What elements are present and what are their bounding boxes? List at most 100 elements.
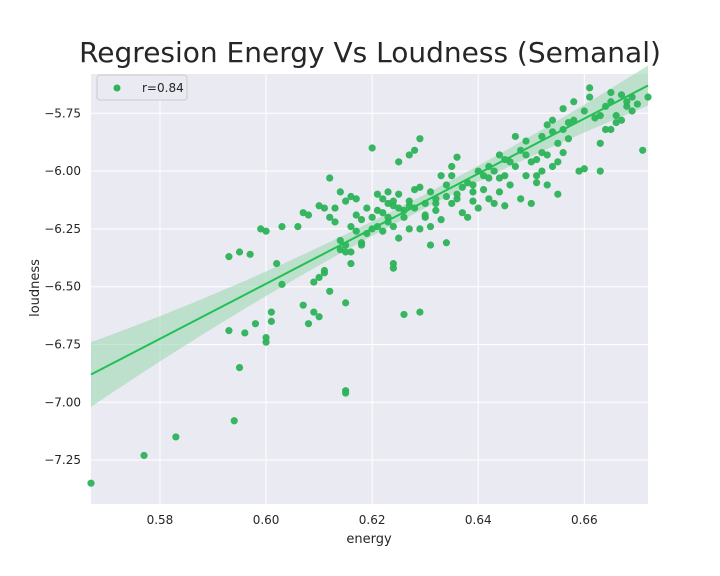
data-point — [331, 204, 339, 212]
data-point — [389, 222, 397, 231]
data-point — [633, 100, 641, 108]
data-point — [596, 112, 604, 120]
data-point — [352, 227, 360, 235]
data-point — [533, 179, 541, 187]
data-point — [596, 167, 604, 175]
data-point — [416, 135, 424, 143]
data-point — [395, 234, 403, 242]
data-point — [644, 93, 652, 101]
data-point — [267, 317, 275, 325]
data-point — [596, 139, 604, 147]
data-point — [267, 308, 275, 316]
data-point — [442, 181, 451, 189]
data-point — [474, 204, 482, 212]
data-point — [612, 112, 620, 120]
data-point — [469, 181, 477, 189]
data-point — [437, 216, 445, 224]
data-point — [294, 222, 302, 231]
data-point — [554, 139, 562, 147]
data-point — [437, 172, 445, 180]
data-point — [400, 310, 408, 319]
data-point — [501, 202, 509, 210]
x-tick-labels: 0.58 0.60 0.62 0.64 0.66 — [147, 513, 598, 527]
data-point — [278, 280, 286, 288]
data-point — [395, 204, 403, 212]
data-point — [432, 199, 440, 208]
data-point — [533, 172, 541, 180]
data-point — [490, 167, 498, 175]
data-point — [379, 227, 387, 235]
data-point — [564, 135, 573, 143]
data-point — [310, 308, 318, 316]
data-point — [357, 216, 366, 224]
data-point — [273, 259, 281, 268]
y-tick-label: −6.50 — [44, 280, 81, 294]
data-point — [628, 107, 636, 115]
y-tick-label: −7.00 — [44, 395, 81, 409]
data-point — [522, 172, 530, 180]
data-point — [241, 329, 249, 337]
data-point — [580, 165, 588, 173]
x-tick-label: 0.66 — [571, 513, 598, 527]
data-point — [506, 158, 514, 166]
data-point — [543, 121, 551, 129]
data-point — [320, 266, 329, 275]
data-point — [448, 199, 456, 208]
data-point — [554, 158, 562, 166]
data-point — [586, 84, 594, 92]
confidence-band-area — [91, 65, 648, 407]
legend: r=0.84 — [96, 74, 188, 101]
data-point — [485, 174, 493, 182]
data-point — [432, 206, 440, 214]
data-point — [379, 195, 387, 203]
data-point — [336, 236, 344, 245]
regression-line — [90, 84, 649, 376]
data-point — [326, 174, 334, 182]
data-point — [225, 327, 233, 335]
data-point — [416, 183, 424, 191]
data-point — [235, 364, 244, 372]
data-point — [342, 248, 350, 256]
data-point — [458, 209, 466, 217]
data-point — [464, 213, 472, 221]
data-point — [87, 479, 95, 487]
data-point — [416, 308, 424, 316]
y-tick-label: −6.25 — [44, 222, 81, 236]
data-point — [617, 116, 626, 124]
data-point — [225, 253, 233, 261]
data-point — [495, 188, 504, 196]
data-point — [426, 188, 435, 196]
data-point — [373, 190, 382, 198]
data-point — [469, 197, 477, 205]
data-point — [320, 204, 329, 212]
data-point — [368, 213, 376, 221]
data-point — [522, 137, 530, 145]
legend-box — [96, 74, 188, 101]
data-point — [410, 146, 419, 154]
data-point — [278, 222, 286, 231]
data-point — [453, 195, 461, 203]
regression-line-group — [90, 84, 649, 376]
data-point — [326, 213, 334, 221]
data-point — [347, 259, 355, 268]
data-point — [639, 146, 647, 154]
data-point — [490, 199, 498, 208]
x-tick-label: 0.64 — [465, 513, 492, 527]
confidence-band — [91, 65, 648, 407]
data-point — [543, 181, 551, 189]
data-point — [485, 195, 493, 203]
data-point — [347, 222, 355, 231]
data-point — [426, 222, 435, 231]
data-point — [538, 132, 546, 141]
data-point — [511, 132, 519, 141]
data-point — [522, 151, 530, 159]
data-point — [506, 181, 514, 189]
data-point — [495, 151, 504, 159]
data-point — [559, 149, 567, 157]
data-point — [246, 250, 254, 258]
data-point — [580, 107, 588, 115]
data-point — [347, 248, 355, 256]
data-point — [299, 301, 307, 309]
data-point — [559, 105, 567, 113]
